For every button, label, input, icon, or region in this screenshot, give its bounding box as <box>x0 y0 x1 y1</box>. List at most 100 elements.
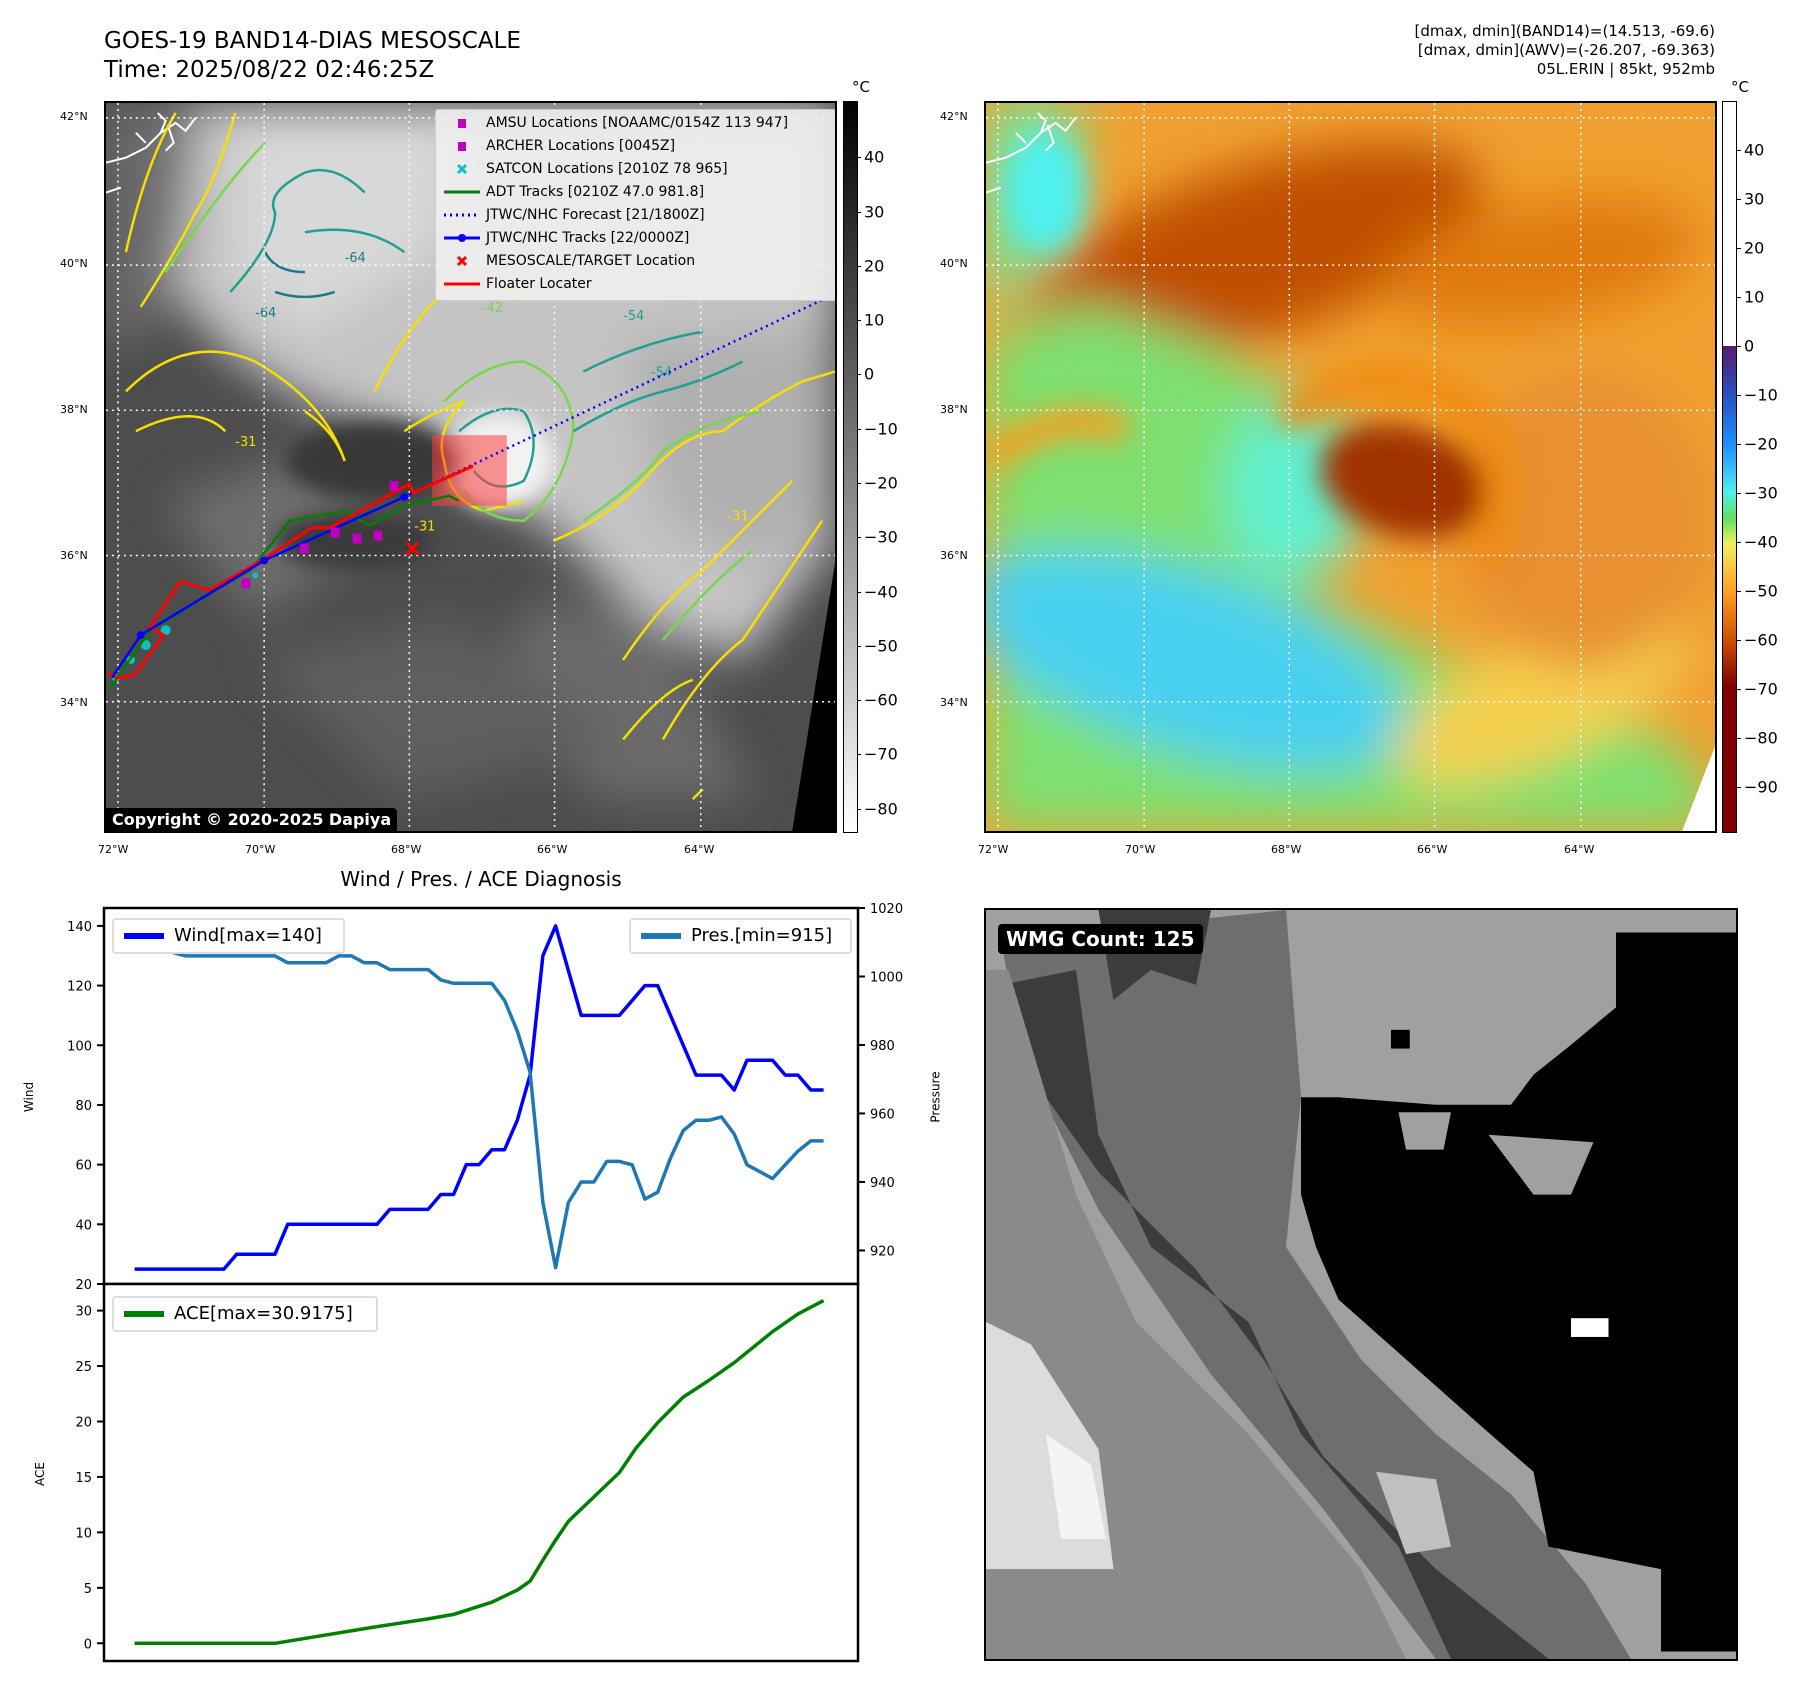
wind-pres-ace-chart: Wind / Pres. / ACE Diagnosis204060801001… <box>67 867 903 1663</box>
amsu-archer-markers <box>241 480 399 589</box>
figure-title: GOES-19 BAND14-DIAS MESOSCALE Time: 2025… <box>104 27 521 85</box>
legend-line-icon <box>124 1311 164 1317</box>
ir-color-map <box>984 101 1717 833</box>
colorbar-tick-label: −60 <box>864 690 898 710</box>
square-marker-icon <box>444 135 480 157</box>
wmg-image <box>986 910 1736 1659</box>
colorbar-tick <box>1737 689 1741 691</box>
lon-label: 66°W <box>1417 843 1448 856</box>
y-tick-label: 20 <box>75 1278 92 1293</box>
no-data-region <box>792 563 835 831</box>
colorbar-tick <box>1737 346 1741 348</box>
wind-legend: Wind[max=140] <box>112 918 345 954</box>
pressure-axis-label: Pressure <box>928 1071 943 1123</box>
lat-label: 38°N <box>940 403 968 416</box>
colorbar-left <box>843 101 858 833</box>
coastline <box>106 112 197 194</box>
colorbar-tick <box>857 645 861 647</box>
colorbar-tick-label: −70 <box>864 744 898 764</box>
square-marker-icon <box>444 112 480 134</box>
lat-label: 42°N <box>940 110 968 123</box>
colorbar-tick-label: −40 <box>864 582 898 602</box>
colorbar-tick <box>1737 395 1741 397</box>
y2-tick-label: 980 <box>870 1039 895 1054</box>
title-product: GOES-19 BAND14-DIAS MESOSCALE <box>104 28 521 54</box>
contour-label: -31 <box>728 510 749 525</box>
legend-line-icon <box>124 933 164 939</box>
colorbar-tick-label: −80 <box>1744 728 1778 748</box>
ace-legend: ACE[max=30.9175] <box>112 1296 378 1332</box>
colorbar-tick <box>857 265 861 267</box>
colorbar-tick <box>1737 786 1741 788</box>
lat-label: 38°N <box>60 403 88 416</box>
colorbar-tick <box>1737 591 1741 593</box>
colorbar-tick-label: 0 <box>1744 336 1755 356</box>
lat-label: 36°N <box>60 549 88 562</box>
floater-track <box>107 464 474 680</box>
colorbar-tick-label: −50 <box>1744 581 1778 601</box>
lon-label: 64°W <box>1564 843 1595 856</box>
lon-label: 64°W <box>684 843 715 856</box>
y-tick-label: 140 <box>67 920 92 935</box>
colorbar-tick-label: −10 <box>864 419 898 439</box>
colorbar-tick-label: −20 <box>864 473 898 493</box>
y2-tick-label: 960 <box>870 1107 895 1122</box>
colorbar-tick-label: −20 <box>1744 434 1778 454</box>
lon-label: 66°W <box>537 843 568 856</box>
colorbar-tick <box>857 211 861 213</box>
colorbar-tick <box>857 428 861 430</box>
pressure-legend: Pres.[min=915] <box>629 918 852 954</box>
wmg-panel: WMG Count: 125 <box>984 908 1738 1661</box>
lat-label: 34°N <box>940 696 968 709</box>
colorbar-tick <box>1737 493 1741 495</box>
legend-line-icon <box>641 933 681 939</box>
storm-summary: 05L.ERIN | 85kt, 952mb <box>1536 60 1715 78</box>
colorbar-tick-label: 0 <box>864 364 875 384</box>
y-tick-label: 10 <box>75 1526 92 1541</box>
lat-label: 40°N <box>60 257 88 270</box>
colorbar-right <box>1722 101 1737 833</box>
awv-range: [dmax, dmin](AWV)=(-26.207, -69.363) <box>1417 41 1715 59</box>
line-dot-icon <box>444 227 480 249</box>
copyright-label: Copyright © 2020-2025 Dapiya <box>106 808 398 831</box>
lat-label: 42°N <box>60 110 88 123</box>
x-marker-icon <box>444 158 480 180</box>
colorbar-right-unit: °C <box>1731 78 1749 96</box>
title-time: Time: 2025/08/22 02:46:25Z <box>104 57 435 83</box>
colorbar-tick-label: −90 <box>1744 777 1778 797</box>
series-line-pres <box>134 923 824 1270</box>
color-ir-image <box>986 103 1715 831</box>
line-icon <box>444 273 480 295</box>
colorbar-tick <box>857 754 861 756</box>
colorbar-tick-label: −80 <box>864 799 898 819</box>
colorbar-tick <box>857 537 861 539</box>
contour-label: -42 <box>482 301 503 316</box>
dotted-line-icon <box>444 204 480 226</box>
colorbar-tick-label: −30 <box>864 527 898 547</box>
colorbar-tick <box>1737 640 1741 642</box>
lon-label: 70°W <box>1125 843 1156 856</box>
chart-title: Wind / Pres. / ACE Diagnosis <box>340 867 621 891</box>
wind-axis-label: Wind <box>22 1081 37 1113</box>
forecast-track <box>403 292 835 498</box>
contour-labels: -64 -64 -54 -54 -42 -31 -31 -31 <box>235 251 748 535</box>
lon-label: 72°W <box>978 843 1009 856</box>
band14-range: [dmax, dmin](BAND14)=(14.513, -69.6) <box>1414 22 1715 40</box>
colorbar-tick <box>857 320 861 322</box>
colorbar-tick <box>857 591 861 593</box>
ace-axis-label: ACE <box>32 1462 47 1486</box>
map-legend: AMSU Locations [NOAAMC/0154Z 113 947] AR… <box>435 109 835 301</box>
line-icon <box>444 181 480 203</box>
colorbar-tick-label: 20 <box>864 256 885 276</box>
adt-track <box>107 494 460 691</box>
colorbar-tick <box>1737 150 1741 152</box>
colorbar-tick <box>857 700 861 702</box>
target-x-marker <box>405 541 420 556</box>
contour-label: -31 <box>235 435 256 450</box>
colorbar-tick <box>1737 542 1741 544</box>
storm-info: [dmax, dmin](BAND14)=(14.513, -69.6) [dm… <box>1415 22 1715 79</box>
colorbar-tick <box>1737 738 1741 739</box>
series-line-ace <box>134 1299 825 1646</box>
plot-area-0 <box>102 906 860 1286</box>
colorbar-tick <box>1737 297 1741 299</box>
